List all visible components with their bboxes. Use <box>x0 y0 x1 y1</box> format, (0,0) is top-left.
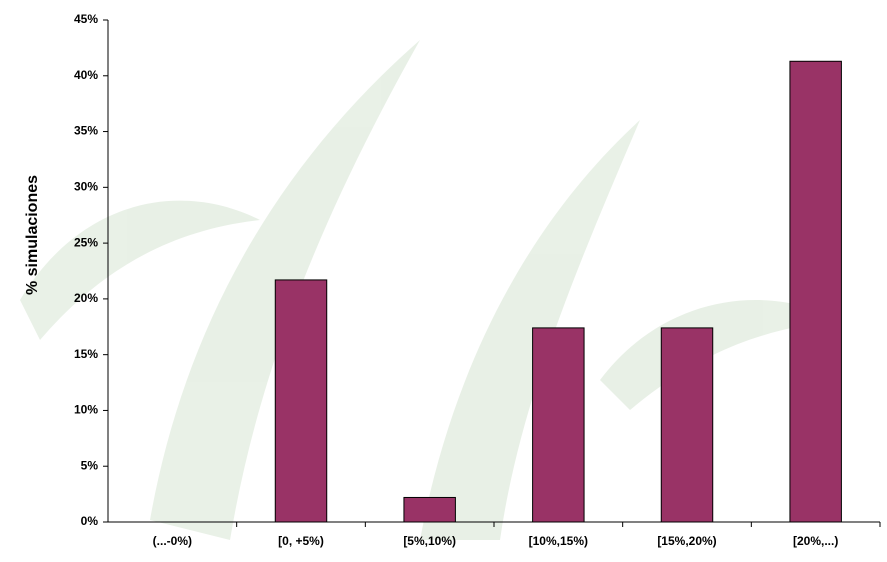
background-decoration <box>20 40 840 540</box>
x-tick-label: [20%,...) <box>793 534 838 548</box>
y-tick-label: 45% <box>74 12 98 26</box>
bar <box>274 279 328 523</box>
y-tick-label: 35% <box>74 124 98 138</box>
bar <box>403 496 456 523</box>
y-tick-label: 40% <box>74 68 98 82</box>
y-tick-label: 0% <box>81 514 99 528</box>
x-tick-label: [15%,20%) <box>657 534 716 548</box>
x-tick-label: [0, +5%) <box>278 534 324 548</box>
y-axis-label: % simulaciones <box>24 175 41 295</box>
y-tick-label: 25% <box>74 235 98 249</box>
x-tick-label: (...-0%) <box>153 534 192 548</box>
bar <box>660 327 714 523</box>
x-tick-label: [5%,10%) <box>403 534 456 548</box>
y-tick-label: 5% <box>81 458 99 472</box>
y-tick-label: 20% <box>74 291 98 305</box>
y-tick-label: 10% <box>74 403 98 417</box>
bar <box>532 327 585 523</box>
y-tick-label: 15% <box>74 347 98 361</box>
bar <box>789 60 842 523</box>
y-tick-label: 30% <box>74 180 98 194</box>
x-tick-label: [10%,15%) <box>529 534 588 548</box>
